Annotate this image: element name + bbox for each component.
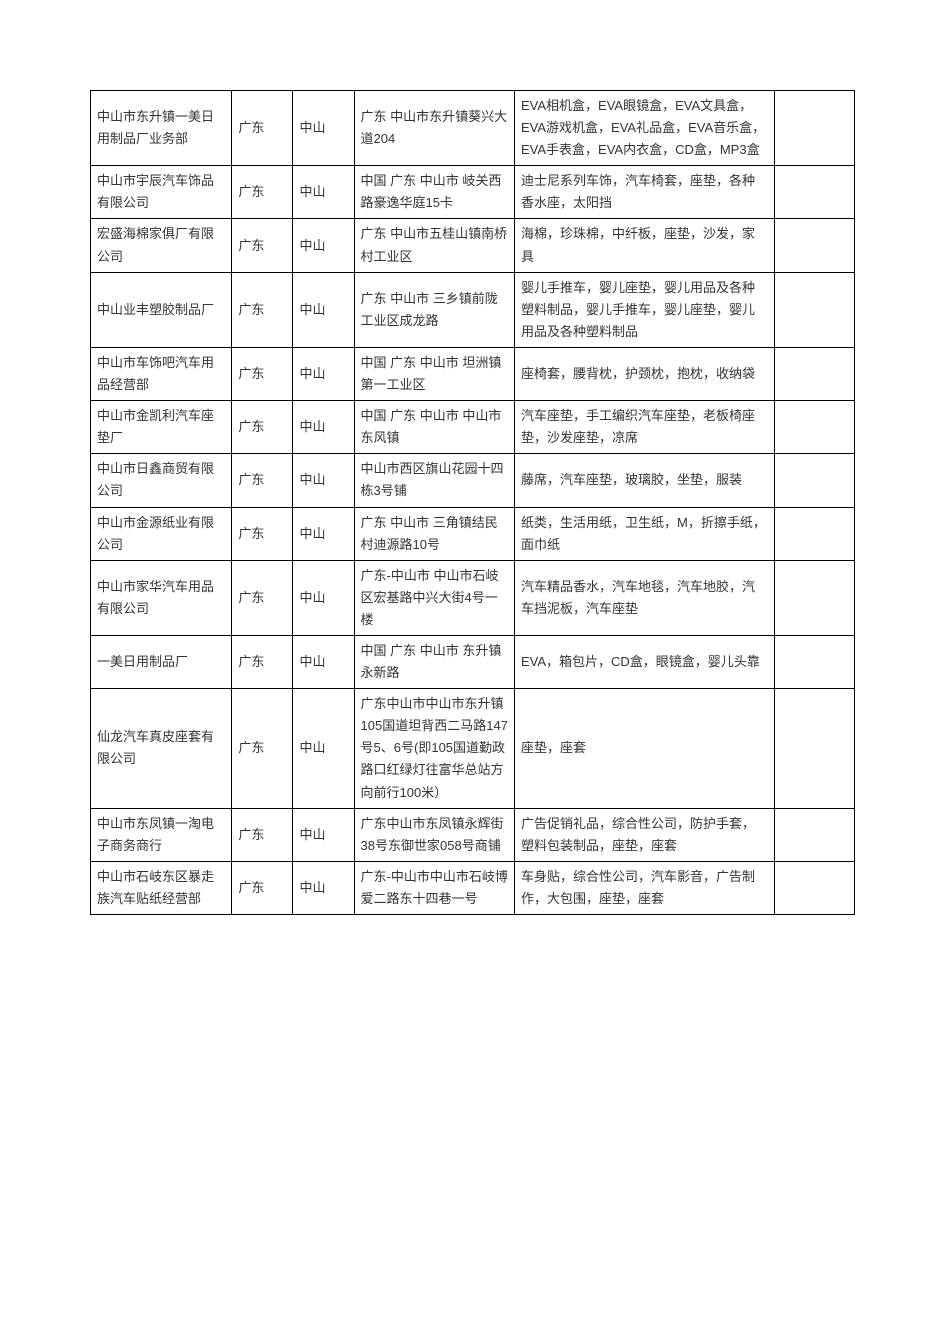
table-row: 中山业丰塑胶制品厂广东中山广东 中山市 三乡镇前陇工业区成龙路婴儿手推车，婴儿座… — [91, 272, 855, 347]
province-cell: 广东 — [232, 401, 293, 454]
extra-cell — [774, 401, 854, 454]
table-row: 中山市金凯利汽车座垫厂广东中山中国 广东 中山市 中山市东风镇汽车座垫，手工编织… — [91, 401, 855, 454]
extra-cell — [774, 689, 854, 808]
address-cell: 中国 广东 中山市 中山市东风镇 — [354, 401, 514, 454]
province-cell: 广东 — [232, 635, 293, 688]
extra-cell — [774, 861, 854, 914]
address-cell: 中国 广东 中山市 东升镇永新路 — [354, 635, 514, 688]
extra-cell — [774, 454, 854, 507]
products-cell: EVA相机盒，EVA眼镜盒，EVA文具盒，EVA游戏机盒，EVA礼品盒，EVA音… — [514, 91, 774, 166]
table-row: 中山市家华汽车用品有限公司广东中山广东-中山市 中山市石岐区宏基路中兴大街4号一… — [91, 560, 855, 635]
table-row: 中山市东凤镇一淘电子商务商行广东中山广东中山市东凤镇永辉街38号东御世家058号… — [91, 808, 855, 861]
address-cell: 广东中山市东凤镇永辉街38号东御世家058号商铺 — [354, 808, 514, 861]
address-cell: 中国 广东 中山市 坦洲镇第一工业区 — [354, 347, 514, 400]
table-row: 中山市日鑫商贸有限公司广东中山中山市西区旗山花园十四栋3号铺藤席，汽车座垫，玻璃… — [91, 454, 855, 507]
extra-cell — [774, 560, 854, 635]
city-cell: 中山 — [293, 454, 354, 507]
table-row: 仙龙汽车真皮座套有限公司广东中山广东中山市中山市东升镇105国道坦背西二马路14… — [91, 689, 855, 808]
address-cell: 广东中山市中山市东升镇105国道坦背西二马路147号5、6号(即105国道勤政路… — [354, 689, 514, 808]
company-cell: 中山市宇辰汽车饰品有限公司 — [91, 166, 232, 219]
address-cell: 广东 中山市东升镇葵兴大道204 — [354, 91, 514, 166]
extra-cell — [774, 347, 854, 400]
city-cell: 中山 — [293, 560, 354, 635]
address-cell: 广东-中山市 中山市石岐区宏基路中兴大街4号一楼 — [354, 560, 514, 635]
extra-cell — [774, 635, 854, 688]
company-cell: 中山市日鑫商贸有限公司 — [91, 454, 232, 507]
province-cell: 广东 — [232, 808, 293, 861]
table-row: 宏盛海棉家俱厂有限公司广东中山广东 中山市五桂山镇南桥村工业区海棉，珍珠棉，中纤… — [91, 219, 855, 272]
company-cell: 中山市石岐东区暴走族汽车贴纸经营部 — [91, 861, 232, 914]
table-row: 一美日用制品厂广东中山中国 广东 中山市 东升镇永新路EVA，箱包片，CD盒，眼… — [91, 635, 855, 688]
table-row: 中山市石岐东区暴走族汽车贴纸经营部广东中山广东-中山市中山市石岐博爱二路东十四巷… — [91, 861, 855, 914]
company-cell: 中山市车饰吧汽车用品经营部 — [91, 347, 232, 400]
table-row: 中山市东升镇一美日用制品厂业务部广东中山广东 中山市东升镇葵兴大道204EVA相… — [91, 91, 855, 166]
city-cell: 中山 — [293, 635, 354, 688]
extra-cell — [774, 219, 854, 272]
province-cell: 广东 — [232, 507, 293, 560]
address-cell: 广东-中山市中山市石岐博爱二路东十四巷一号 — [354, 861, 514, 914]
extra-cell — [774, 166, 854, 219]
city-cell: 中山 — [293, 166, 354, 219]
address-cell: 广东 中山市五桂山镇南桥村工业区 — [354, 219, 514, 272]
province-cell: 广东 — [232, 219, 293, 272]
city-cell: 中山 — [293, 91, 354, 166]
province-cell: 广东 — [232, 560, 293, 635]
products-cell: 车身贴，综合性公司，汽车影音，广告制作，大包围，座垫，座套 — [514, 861, 774, 914]
company-table: 中山市东升镇一美日用制品厂业务部广东中山广东 中山市东升镇葵兴大道204EVA相… — [90, 90, 855, 915]
extra-cell — [774, 91, 854, 166]
products-cell: 汽车座垫，手工编织汽车座垫，老板椅座垫，沙发座垫，凉席 — [514, 401, 774, 454]
company-cell: 中山市东升镇一美日用制品厂业务部 — [91, 91, 232, 166]
products-cell: EVA，箱包片，CD盒，眼镜盒，婴儿头靠 — [514, 635, 774, 688]
address-cell: 广东 中山市 三角镇结民村迪源路10号 — [354, 507, 514, 560]
table-row: 中山市金源纸业有限公司广东中山广东 中山市 三角镇结民村迪源路10号纸类，生活用… — [91, 507, 855, 560]
province-cell: 广东 — [232, 454, 293, 507]
province-cell: 广东 — [232, 861, 293, 914]
address-cell: 中国 广东 中山市 岐关西路豪逸华庭15卡 — [354, 166, 514, 219]
products-cell: 海棉，珍珠棉，中纤板，座垫，沙发，家具 — [514, 219, 774, 272]
company-cell: 中山市家华汽车用品有限公司 — [91, 560, 232, 635]
city-cell: 中山 — [293, 689, 354, 808]
address-cell: 广东 中山市 三乡镇前陇工业区成龙路 — [354, 272, 514, 347]
city-cell: 中山 — [293, 861, 354, 914]
address-cell: 中山市西区旗山花园十四栋3号铺 — [354, 454, 514, 507]
products-cell: 婴儿手推车，婴儿座垫，婴儿用品及各种塑料制品，婴儿手推车，婴儿座垫，婴儿用品及各… — [514, 272, 774, 347]
city-cell: 中山 — [293, 219, 354, 272]
city-cell: 中山 — [293, 347, 354, 400]
city-cell: 中山 — [293, 401, 354, 454]
province-cell: 广东 — [232, 347, 293, 400]
products-cell: 汽车精品香水，汽车地毯，汽车地胶，汽车挡泥板，汽车座垫 — [514, 560, 774, 635]
company-cell: 中山市金凯利汽车座垫厂 — [91, 401, 232, 454]
products-cell: 座椅套，腰背枕，护颈枕，抱枕，收纳袋 — [514, 347, 774, 400]
city-cell: 中山 — [293, 808, 354, 861]
extra-cell — [774, 808, 854, 861]
products-cell: 广告促销礼品，综合性公司，防护手套，塑料包装制品，座垫，座套 — [514, 808, 774, 861]
extra-cell — [774, 272, 854, 347]
company-cell: 中山业丰塑胶制品厂 — [91, 272, 232, 347]
products-cell: 藤席，汽车座垫，玻璃胶，坐垫，服装 — [514, 454, 774, 507]
province-cell: 广东 — [232, 166, 293, 219]
city-cell: 中山 — [293, 272, 354, 347]
province-cell: 广东 — [232, 91, 293, 166]
products-cell: 座垫，座套 — [514, 689, 774, 808]
products-cell: 迪士尼系列车饰，汽车椅套，座垫，各种香水座，太阳挡 — [514, 166, 774, 219]
table-row: 中山市宇辰汽车饰品有限公司广东中山中国 广东 中山市 岐关西路豪逸华庭15卡迪士… — [91, 166, 855, 219]
products-cell: 纸类，生活用纸，卫生纸，M，折擦手纸，面巾纸 — [514, 507, 774, 560]
province-cell: 广东 — [232, 272, 293, 347]
table-row: 中山市车饰吧汽车用品经营部广东中山中国 广东 中山市 坦洲镇第一工业区座椅套，腰… — [91, 347, 855, 400]
company-cell: 中山市东凤镇一淘电子商务商行 — [91, 808, 232, 861]
company-cell: 一美日用制品厂 — [91, 635, 232, 688]
company-cell: 宏盛海棉家俱厂有限公司 — [91, 219, 232, 272]
province-cell: 广东 — [232, 689, 293, 808]
city-cell: 中山 — [293, 507, 354, 560]
company-cell: 仙龙汽车真皮座套有限公司 — [91, 689, 232, 808]
table-body: 中山市东升镇一美日用制品厂业务部广东中山广东 中山市东升镇葵兴大道204EVA相… — [91, 91, 855, 915]
extra-cell — [774, 507, 854, 560]
company-cell: 中山市金源纸业有限公司 — [91, 507, 232, 560]
